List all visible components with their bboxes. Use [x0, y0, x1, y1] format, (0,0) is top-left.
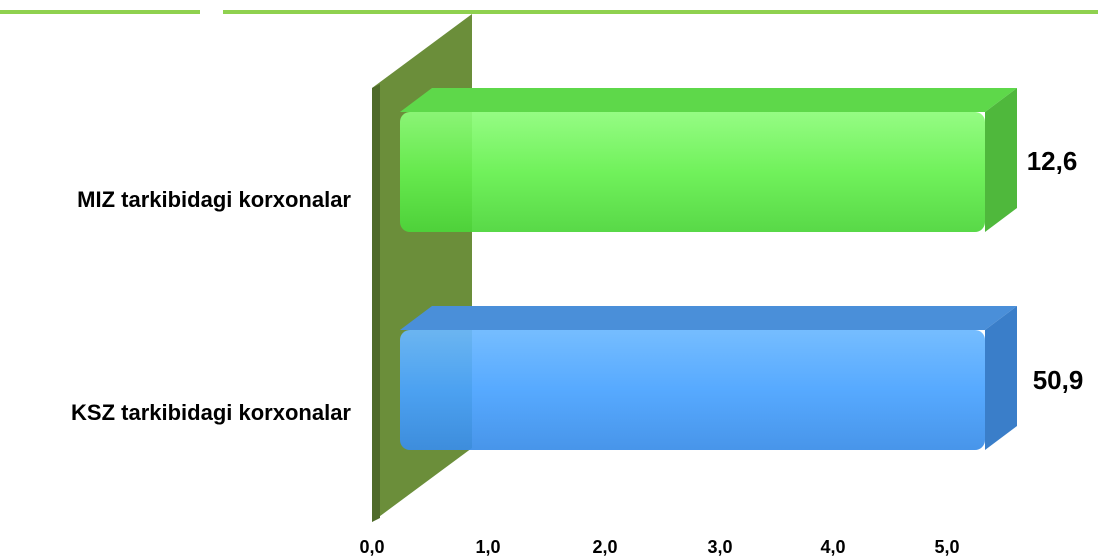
x-tick-1: 1,0 [475, 537, 500, 557]
bar-top-1 [400, 306, 1017, 330]
bar-0 [400, 112, 985, 232]
x-tick-5: 5,0 [934, 537, 959, 557]
value-label-1: 50,9 [1033, 365, 1084, 395]
bar-side-1 [985, 306, 1017, 450]
x-tick-3: 3,0 [707, 537, 732, 557]
top-accent-bar-right [223, 0, 1098, 14]
x-tick-4: 4,0 [820, 537, 845, 557]
top-accent-bar-left [0, 0, 200, 14]
axis-wall-edge [372, 84, 380, 522]
x-tick-0: 0,0 [359, 537, 384, 557]
category-label-1: KSZ tarkibidagi korxonalar [71, 400, 351, 425]
bar-1 [400, 330, 985, 450]
x-tick-2: 2,0 [592, 537, 617, 557]
bar-top-0 [400, 88, 1017, 112]
value-label-0: 12,6 [1027, 146, 1078, 176]
category-label-0: MIZ tarkibidagi korxonalar [77, 187, 351, 212]
bar-side-0 [985, 88, 1017, 232]
